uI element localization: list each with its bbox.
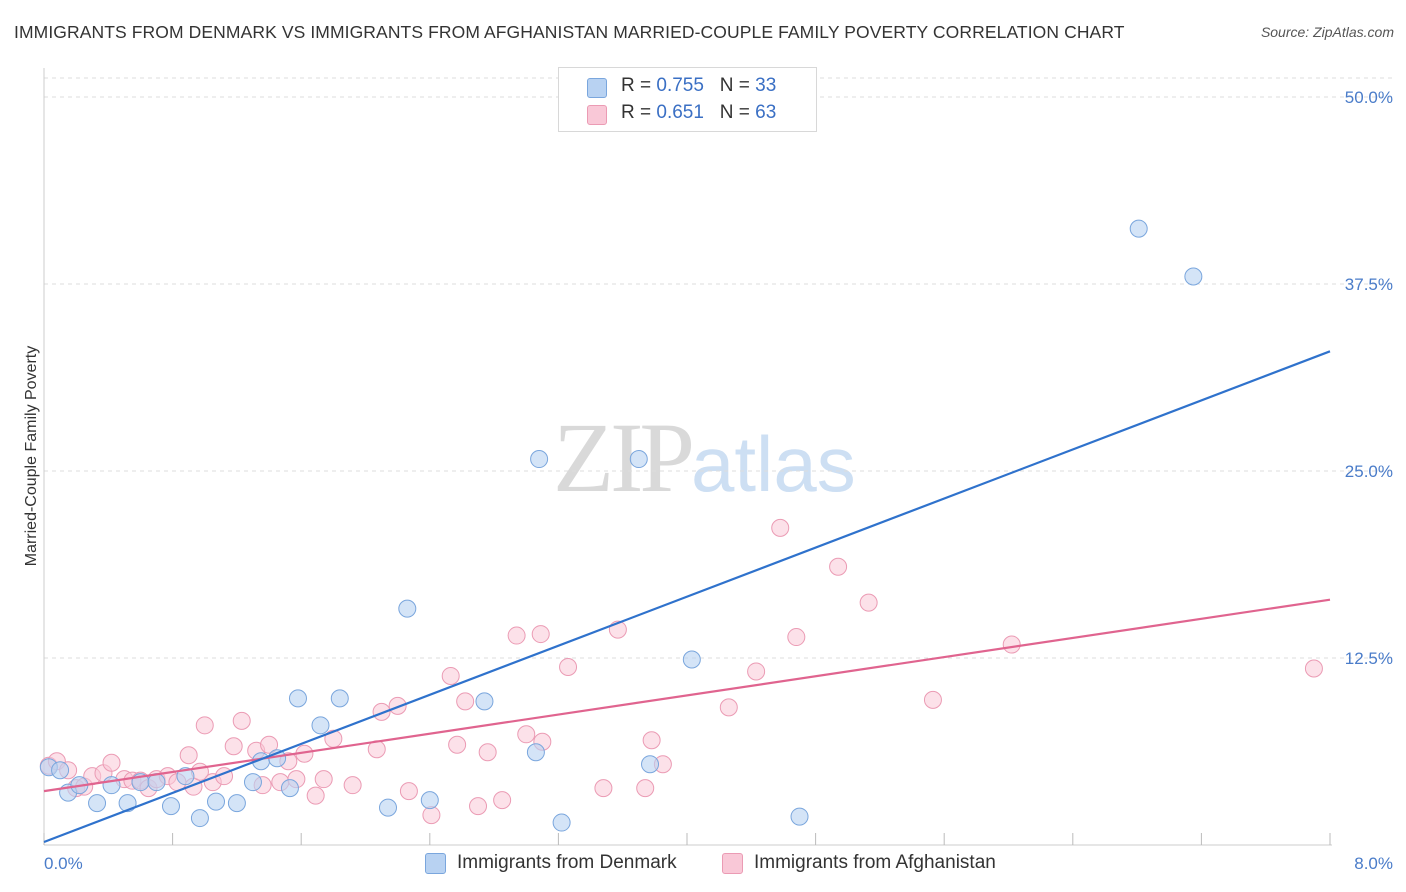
- watermark-zip: ZIP: [553, 402, 695, 513]
- afghanistan-point: [260, 735, 279, 754]
- denmark-point: [207, 792, 226, 811]
- afghanistan-point: [448, 735, 467, 754]
- legend-n-value: 63: [755, 102, 777, 123]
- denmark-point: [190, 809, 209, 828]
- afghanistan-point: [507, 626, 526, 645]
- x-tick-label: 8.0%: [1354, 854, 1393, 873]
- denmark-trend-line: [43, 350, 1331, 844]
- afghanistan-point: [478, 743, 497, 762]
- afghanistan-point: [224, 737, 243, 756]
- legend-r-label: R =: [621, 75, 657, 96]
- y-axis-title: Married-Couple Family Poverty: [23, 346, 40, 567]
- gridlines: [44, 77, 1392, 659]
- y-tick-label: 25.0%: [1345, 462, 1393, 481]
- axes: [43, 68, 1332, 846]
- x-tick-labels: 0.0% 8.0%: [44, 854, 1393, 873]
- legend-swatch-denmark: [587, 78, 607, 98]
- afghanistan-point: [859, 593, 878, 612]
- afghanistan-point: [719, 698, 738, 717]
- afghanistan-point: [456, 692, 475, 711]
- denmark-point: [1184, 267, 1203, 286]
- afghanistan-point: [314, 770, 333, 789]
- denmark-point: [176, 767, 195, 786]
- afghanistan-points: [39, 518, 1323, 825]
- denmark-point: [526, 743, 545, 762]
- legend-swatch-afghanistan: [587, 105, 607, 125]
- legend-text-denmark: R = 0.755 N = 33: [621, 75, 776, 97]
- legend-n-value: 33: [755, 75, 777, 96]
- legend-r-label: R =: [621, 102, 657, 123]
- afghanistan-point: [642, 731, 661, 750]
- denmark-point: [88, 794, 107, 813]
- denmark-points: [39, 219, 1203, 832]
- afghanistan-point: [829, 557, 848, 576]
- bottom-legend-label-afghanistan: Immigrants from Afghanistan: [754, 852, 996, 873]
- afghanistan-point: [179, 746, 198, 765]
- bottom-legend-swatch-afghanistan: [722, 853, 743, 874]
- bottom-legend-label-denmark: Immigrants from Denmark: [457, 852, 677, 873]
- afghanistan-point: [388, 696, 407, 715]
- afghanistan-trend-line: [43, 598, 1331, 793]
- y-tick-label: 50.0%: [1345, 88, 1393, 107]
- denmark-point: [790, 807, 809, 826]
- afghanistan-point: [1002, 635, 1021, 654]
- legend: R = 0.755 N = 33 R = 0.651 N = 63: [558, 67, 817, 132]
- denmark-point: [51, 761, 70, 780]
- denmark-point: [682, 650, 701, 669]
- afghanistan-point: [232, 711, 251, 730]
- denmark-point: [311, 716, 330, 735]
- afghanistan-point: [1304, 659, 1323, 678]
- afghanistan-point: [441, 666, 460, 685]
- afghanistan-point: [636, 779, 655, 798]
- source-credit: Source: ZipAtlas.com: [1260, 24, 1394, 40]
- afghanistan-point: [372, 702, 391, 721]
- y-tick-label: 37.5%: [1345, 275, 1393, 294]
- denmark-point: [288, 689, 307, 708]
- afghanistan-point: [422, 806, 441, 825]
- afghanistan-point: [771, 518, 790, 537]
- x-tick-label: 0.0%: [44, 854, 83, 873]
- afghanistan-point: [531, 625, 550, 644]
- denmark-point: [530, 450, 549, 469]
- afghanistan-point: [559, 657, 578, 676]
- legend-r-value: 0.651: [656, 102, 704, 123]
- trend-lines: [43, 350, 1331, 844]
- denmark-point: [227, 794, 246, 813]
- legend-n-label: N =: [719, 102, 756, 123]
- afghanistan-point: [787, 628, 806, 647]
- afghanistan-point: [195, 716, 214, 735]
- afghanistan-point: [343, 776, 362, 795]
- afghanistan-point: [493, 791, 512, 810]
- afghanistan-point: [923, 690, 942, 709]
- y-tick-labels: 12.5% 25.0% 37.5% 50.0%: [1345, 88, 1393, 668]
- denmark-point: [641, 755, 660, 774]
- afghanistan-point: [399, 782, 418, 801]
- denmark-point: [1129, 219, 1148, 238]
- afghanistan-point: [469, 797, 488, 816]
- afghanistan-point: [517, 725, 536, 744]
- legend-text-afghanistan: R = 0.651 N = 63: [621, 102, 776, 124]
- afghanistan-point: [747, 662, 766, 681]
- afghanistan-point: [102, 753, 121, 772]
- legend-r-value: 0.755: [656, 75, 704, 96]
- watermark: ZIPatlas: [553, 400, 856, 515]
- denmark-point: [280, 779, 299, 798]
- watermark-atlas: atlas: [691, 420, 856, 508]
- bottom-legend-swatch-denmark: [425, 853, 446, 874]
- legend-n-label: N =: [719, 75, 756, 96]
- denmark-point: [398, 599, 417, 618]
- denmark-point: [379, 798, 398, 817]
- denmark-point: [243, 773, 262, 792]
- denmark-point: [420, 791, 439, 810]
- afghanistan-point: [594, 779, 613, 798]
- chart-title: IMMIGRANTS FROM DENMARK VS IMMIGRANTS FR…: [14, 22, 1125, 42]
- afghanistan-point: [306, 786, 325, 805]
- denmark-point: [330, 689, 349, 708]
- denmark-point: [552, 813, 571, 832]
- y-tick-label: 12.5%: [1345, 649, 1393, 668]
- denmark-point: [629, 450, 648, 469]
- denmark-point: [161, 797, 180, 816]
- denmark-point: [475, 692, 494, 711]
